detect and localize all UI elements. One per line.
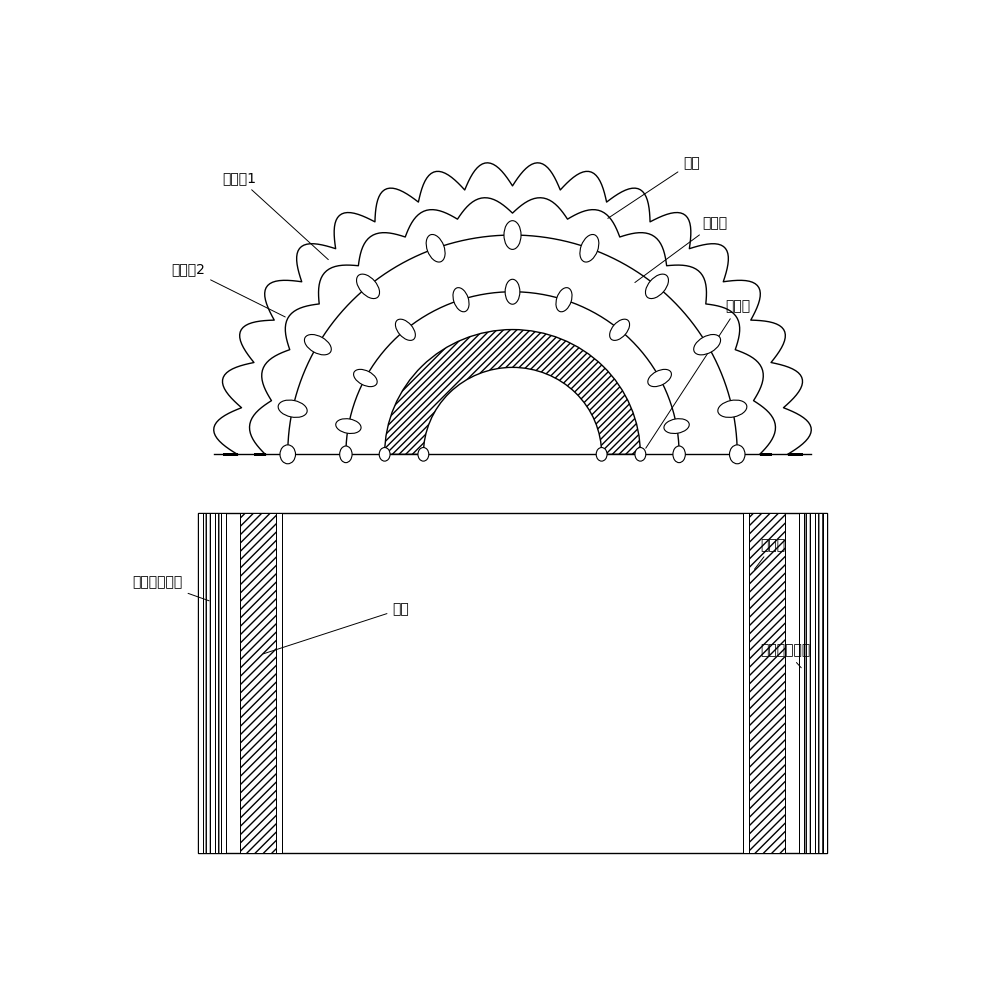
Bar	[215, 513, 221, 852]
Ellipse shape	[504, 221, 521, 249]
Ellipse shape	[730, 445, 745, 464]
Wedge shape	[385, 330, 640, 455]
Bar	[799, 513, 804, 852]
Bar	[276, 513, 282, 852]
Bar	[743, 513, 749, 852]
Ellipse shape	[596, 448, 607, 462]
Ellipse shape	[278, 400, 307, 417]
Bar	[804, 513, 810, 852]
Ellipse shape	[340, 446, 352, 463]
Ellipse shape	[426, 235, 445, 262]
Ellipse shape	[664, 418, 689, 433]
Ellipse shape	[304, 335, 331, 355]
Bar	[749, 513, 785, 852]
Ellipse shape	[718, 400, 747, 417]
Bar	[198, 513, 202, 852]
Ellipse shape	[648, 369, 671, 387]
Bar	[198, 513, 827, 852]
Text: 冻结管: 冻结管	[646, 300, 751, 448]
Bar	[810, 513, 815, 852]
Text: 冻结壁: 冻结壁	[635, 216, 728, 283]
Text: 冻结儷1: 冻结儷1	[222, 171, 328, 259]
Ellipse shape	[395, 319, 415, 341]
Ellipse shape	[453, 288, 469, 311]
Bar	[202, 513, 210, 852]
Ellipse shape	[635, 448, 646, 462]
Text: 井壁: 井壁	[263, 602, 409, 654]
Ellipse shape	[645, 274, 668, 299]
Ellipse shape	[505, 279, 520, 304]
Text: 硅酸盐水泥浆: 硅酸盐水泥浆	[761, 643, 811, 668]
Ellipse shape	[336, 418, 361, 433]
Ellipse shape	[556, 288, 572, 311]
Ellipse shape	[694, 335, 721, 355]
Bar	[221, 513, 226, 852]
Ellipse shape	[354, 369, 377, 387]
Bar	[210, 513, 215, 852]
Bar	[240, 513, 276, 852]
Ellipse shape	[418, 448, 429, 462]
Ellipse shape	[379, 448, 390, 462]
Text: 粘土浆: 粘土浆	[754, 538, 786, 570]
Ellipse shape	[280, 445, 296, 464]
Bar	[822, 513, 827, 852]
Bar	[815, 513, 822, 852]
Ellipse shape	[357, 274, 380, 299]
Text: 硅酸盐水泥浆: 硅酸盐水泥浆	[133, 575, 209, 601]
Ellipse shape	[580, 235, 599, 262]
Text: 冻结儷2: 冻结儷2	[172, 262, 285, 317]
Ellipse shape	[673, 446, 685, 463]
Ellipse shape	[610, 319, 630, 341]
Text: 井壁: 井壁	[608, 156, 700, 218]
